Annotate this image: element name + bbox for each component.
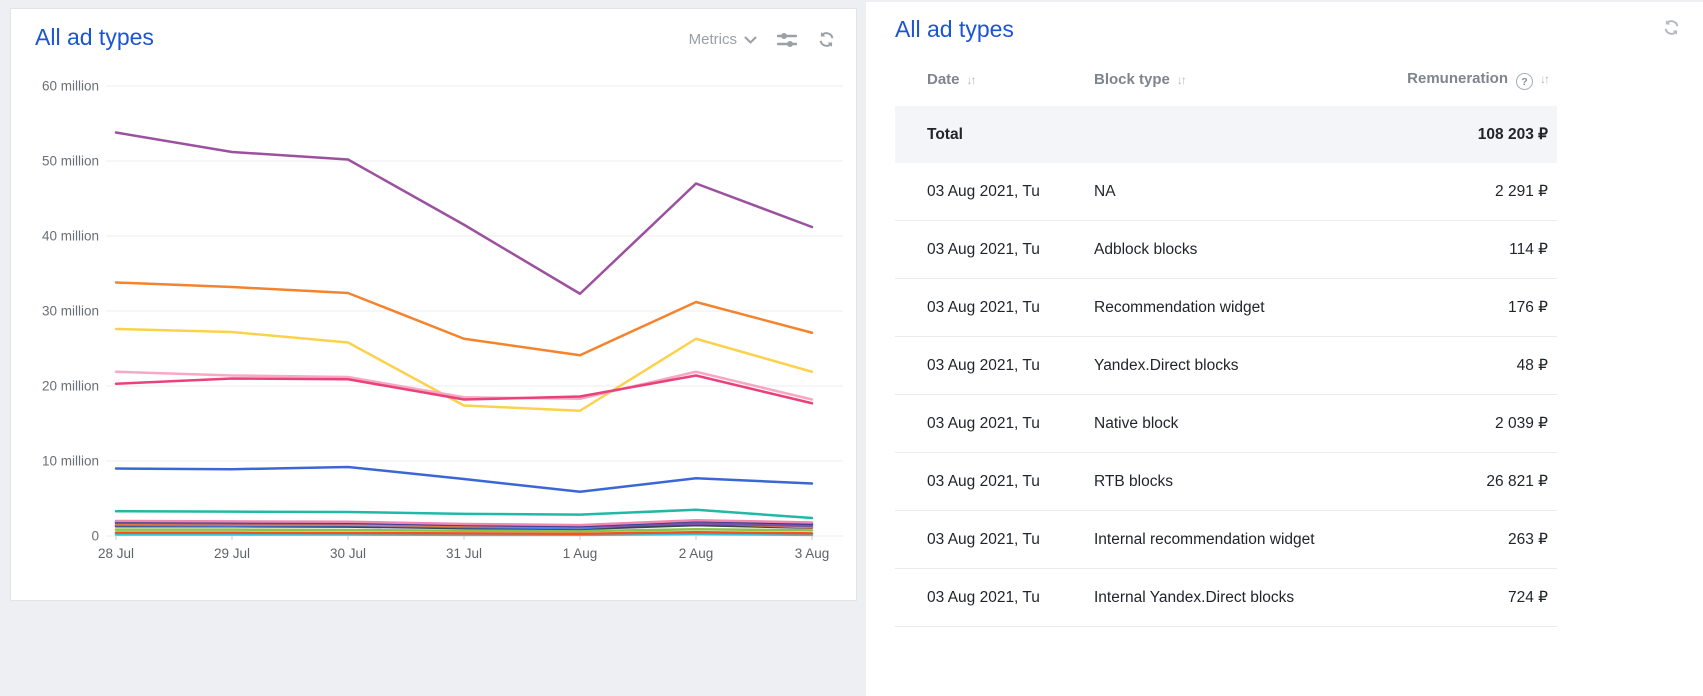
chart-controls: Metrics xyxy=(689,30,836,49)
chart-line-red[interactable] xyxy=(114,530,814,535)
sort-icon[interactable]: ↓↑ xyxy=(1540,71,1550,86)
row-block-type: Yandex.Direct blocks xyxy=(1094,336,1386,396)
column-header-date[interactable]: Date ↓↑ xyxy=(895,58,1094,107)
row-remuneration: 724 ₽ xyxy=(1386,568,1557,628)
table-panel-header: All ad types xyxy=(866,2,1703,44)
chart-line-crimson[interactable] xyxy=(114,373,814,405)
table-panel: All ad types Date ↓↑ Block type ↓↑ Remunerat… xyxy=(866,2,1703,696)
y-axis-label: 50 million xyxy=(42,153,99,168)
table-row: 03 Aug 2021, Tu Adblock blocks 114 ₽ xyxy=(895,220,1557,280)
x-axis-label: 31 Jul xyxy=(446,546,482,561)
row-date: 03 Aug 2021, Tu xyxy=(895,336,1094,396)
row-remuneration: 48 ₽ xyxy=(1386,336,1557,396)
row-block-type: RTB blocks xyxy=(1094,452,1386,512)
row-date: 03 Aug 2021, Tu xyxy=(895,452,1094,512)
row-remuneration: 2 039 ₽ xyxy=(1386,394,1557,454)
x-axis-label: 2 Aug xyxy=(679,546,714,561)
row-block-type: Recommendation widget xyxy=(1094,278,1386,338)
y-axis-label: 0 xyxy=(91,528,99,543)
total-spacer xyxy=(1094,106,1386,163)
row-date: 03 Aug 2021, Tu xyxy=(895,278,1094,338)
help-icon[interactable]: ? xyxy=(1516,73,1533,91)
y-axis-label: 30 million xyxy=(42,303,99,318)
row-remuneration: 263 ₽ xyxy=(1386,510,1557,570)
x-axis-label: 1 Aug xyxy=(563,546,598,561)
refresh-icon xyxy=(1662,18,1681,37)
remuneration-table: Date ↓↑ Block type ↓↑ Remuneration? ↓↑ Total 1… xyxy=(895,58,1557,628)
table-total-row: Total 108 203 ₽ xyxy=(895,106,1557,164)
y-axis-label: 40 million xyxy=(42,228,99,243)
metrics-label: Metrics xyxy=(688,31,737,48)
chevron-down-icon xyxy=(744,36,757,44)
row-remuneration: 114 ₽ xyxy=(1386,220,1557,280)
table-row: 03 Aug 2021, Tu Internal recommendation w… xyxy=(895,510,1557,570)
chart-line-cyan[interactable] xyxy=(114,532,814,536)
y-axis-label: 20 million xyxy=(42,378,99,393)
y-axis-label: 10 million xyxy=(42,453,99,468)
chart-line-blue[interactable] xyxy=(114,465,814,493)
table-header-row: Date ↓↑ Block type ↓↑ Remuneration? ↓↑ xyxy=(895,58,1557,107)
row-block-type: Adblock blocks xyxy=(1094,220,1386,280)
column-label: Remuneration xyxy=(1407,69,1508,87)
chart-line-yellow[interactable] xyxy=(114,327,814,412)
row-block-type: Internal Yandex.Direct blocks xyxy=(1094,568,1386,628)
row-remuneration: 176 ₽ xyxy=(1386,278,1557,338)
sort-icon[interactable]: ↓↑ xyxy=(966,73,977,88)
column-header-block-type[interactable]: Block type ↓↑ xyxy=(1094,58,1386,107)
row-date: 03 Aug 2021, Tu xyxy=(895,394,1094,454)
chart-line-purple[interactable] xyxy=(114,130,814,295)
chart-panel: All ad types Metrics xyxy=(10,8,857,601)
x-axis-label: 3 Aug xyxy=(795,546,830,561)
table-row: 03 Aug 2021, Tu Recommendation widget 176 … xyxy=(895,278,1557,338)
chart-refresh-button[interactable] xyxy=(817,30,836,49)
chart-panel-title[interactable]: All ad types xyxy=(35,24,154,50)
chart-settings-button[interactable] xyxy=(777,31,797,49)
sort-icon[interactable]: ↓↑ xyxy=(1176,73,1187,88)
row-date: 03 Aug 2021, Tu xyxy=(895,220,1094,280)
chart-line-teal[interactable] xyxy=(114,508,814,519)
x-axis-label: 29 Jul xyxy=(214,546,250,561)
chart-line-orange[interactable] xyxy=(114,280,814,357)
table-row: 03 Aug 2021, Tu Native block 2 039 ₽ xyxy=(895,394,1557,454)
row-date: 03 Aug 2021, Tu xyxy=(895,163,1094,222)
table-row: 03 Aug 2021, Tu Yandex.Direct blocks 48 ₽ xyxy=(895,336,1557,396)
chart-line-green[interactable] xyxy=(114,527,814,532)
row-date: 03 Aug 2021, Tu xyxy=(895,568,1094,628)
x-axis-label: 28 Jul xyxy=(98,546,134,561)
row-remuneration: 2 291 ₽ xyxy=(1386,163,1557,222)
chart-line-pink-2[interactable] xyxy=(114,518,814,526)
row-remuneration: 26 821 ₽ xyxy=(1386,452,1557,512)
column-label: Block type xyxy=(1094,71,1170,89)
refresh-icon xyxy=(817,30,836,49)
table-refresh-button[interactable] xyxy=(1662,18,1681,37)
table-panel-title[interactable]: All ad types xyxy=(895,16,1014,42)
chart-line-light-pink[interactable] xyxy=(114,370,814,401)
row-block-type: Native block xyxy=(1094,394,1386,454)
total-label: Total xyxy=(927,125,963,143)
table-row: 03 Aug 2021, Tu RTB blocks 26 821 ₽ xyxy=(895,452,1557,512)
x-axis-label: 30 Jul xyxy=(330,546,366,561)
column-label: Date xyxy=(927,71,960,89)
table-row: 03 Aug 2021, Tu Internal Yandex.Direct bl… xyxy=(895,568,1557,628)
row-block-type: Internal recommendation widget xyxy=(1094,510,1386,570)
chart-panel-header: All ad types Metrics xyxy=(11,9,856,52)
sliders-icon xyxy=(777,31,797,49)
line-chart[interactable]: 60 million 50 million 40 million 30 million… xyxy=(11,58,856,593)
table-row: 03 Aug 2021, Tu NA 2 291 ₽ xyxy=(895,163,1557,222)
column-header-remuneration[interactable]: Remuneration? ↓↑ xyxy=(1386,58,1557,107)
total-value: 108 203 ₽ xyxy=(1477,126,1548,144)
y-axis-label: 60 million xyxy=(42,78,99,93)
row-date: 03 Aug 2021, Tu xyxy=(895,510,1094,570)
row-block-type: NA xyxy=(1094,163,1386,222)
metrics-dropdown[interactable]: Metrics xyxy=(689,31,757,48)
